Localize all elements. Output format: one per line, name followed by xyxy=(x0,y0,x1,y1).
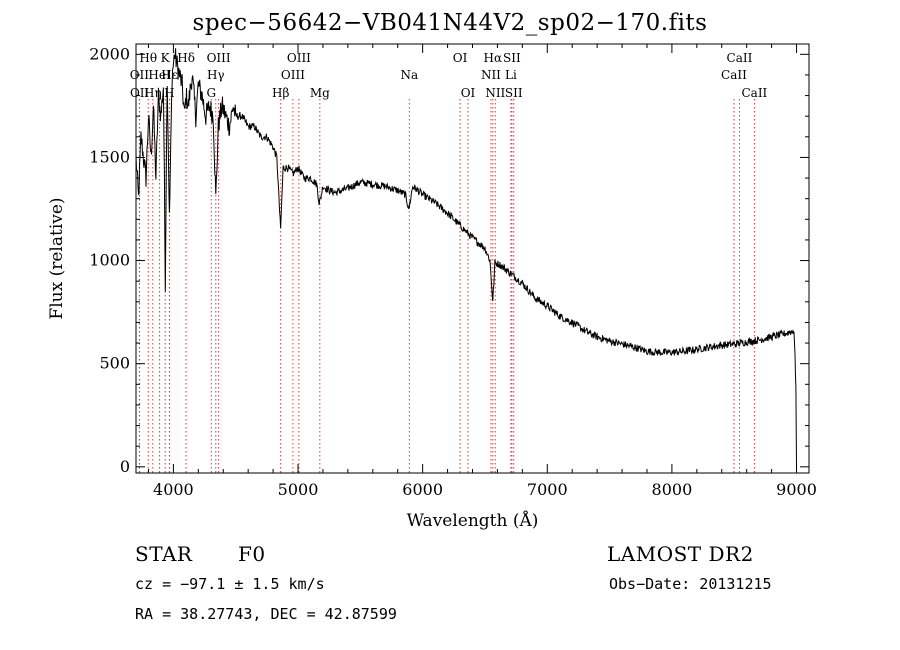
line-label: OIII xyxy=(207,51,231,65)
x-tick-label: 6000 xyxy=(402,480,443,499)
y-tick-label: 500 xyxy=(99,354,130,373)
line-label: CaII xyxy=(721,68,747,82)
y-tick-label: 1000 xyxy=(89,251,130,270)
line-label: H xyxy=(164,86,174,100)
survey-label: LAMOST DR2 xyxy=(607,542,754,566)
line-label: Hβ xyxy=(272,86,289,100)
line-label: OIII xyxy=(281,68,305,82)
line-label: SII xyxy=(503,51,521,65)
y-tick-label: 2000 xyxy=(89,44,130,63)
line-label: Li xyxy=(505,68,517,82)
line-label: OI xyxy=(461,86,476,100)
axis-ticks: 4000 5000 6000 7000 8000 9000 0 500 1000 1500 2000 xyxy=(89,44,817,499)
line-label: K xyxy=(161,51,171,65)
line-label: Hθ xyxy=(139,51,157,65)
redshift-text: cz = −97.1 ± 1.5 km/s xyxy=(135,575,325,593)
line-label: CaII xyxy=(741,86,767,100)
line-label: Hδ xyxy=(177,51,195,65)
line-label: Hγ xyxy=(207,68,225,82)
x-tick-label: 8000 xyxy=(652,480,693,499)
line-label: OII xyxy=(130,86,150,100)
line-label: HeI xyxy=(148,68,171,82)
spectrum-series-line xyxy=(135,48,797,467)
line-label: OIII xyxy=(287,51,311,65)
obs-date-text: Obs−Date: 20131215 xyxy=(609,575,772,593)
line-label: Mg xyxy=(310,86,330,100)
subclass-label: F0 xyxy=(238,542,266,566)
spectral-line-markers xyxy=(138,99,755,473)
line-label: Hε xyxy=(161,68,178,82)
line-label: Hα xyxy=(484,51,503,65)
x-axis-label: Wavelength (Å) xyxy=(407,510,539,531)
x-tick-label: 5000 xyxy=(278,480,319,499)
line-label: G xyxy=(206,86,216,100)
radec-text: RA = 38.27743, DEC = 42.87599 xyxy=(135,605,397,623)
y-tick-label: 0 xyxy=(120,457,130,476)
line-label: NII xyxy=(481,68,501,82)
x-tick-label: 7000 xyxy=(527,480,568,499)
chart-title: spec−56642−VB041N44V2_sp02−170.fits xyxy=(192,10,708,36)
y-tick-label: 1500 xyxy=(89,147,130,166)
plot-frame xyxy=(135,43,810,474)
line-label: OI xyxy=(453,51,468,65)
y-axis-label: Flux (relative) xyxy=(47,197,67,319)
line-label: Hη xyxy=(144,86,162,100)
line-label: SII xyxy=(505,86,523,100)
x-tick-label: 4000 xyxy=(153,480,194,499)
x-tick-label: 9000 xyxy=(776,480,817,499)
line-label: NII xyxy=(485,86,505,100)
line-label: Na xyxy=(400,68,418,82)
line-label: CaII xyxy=(727,51,753,65)
class-label: STAR xyxy=(135,542,193,566)
